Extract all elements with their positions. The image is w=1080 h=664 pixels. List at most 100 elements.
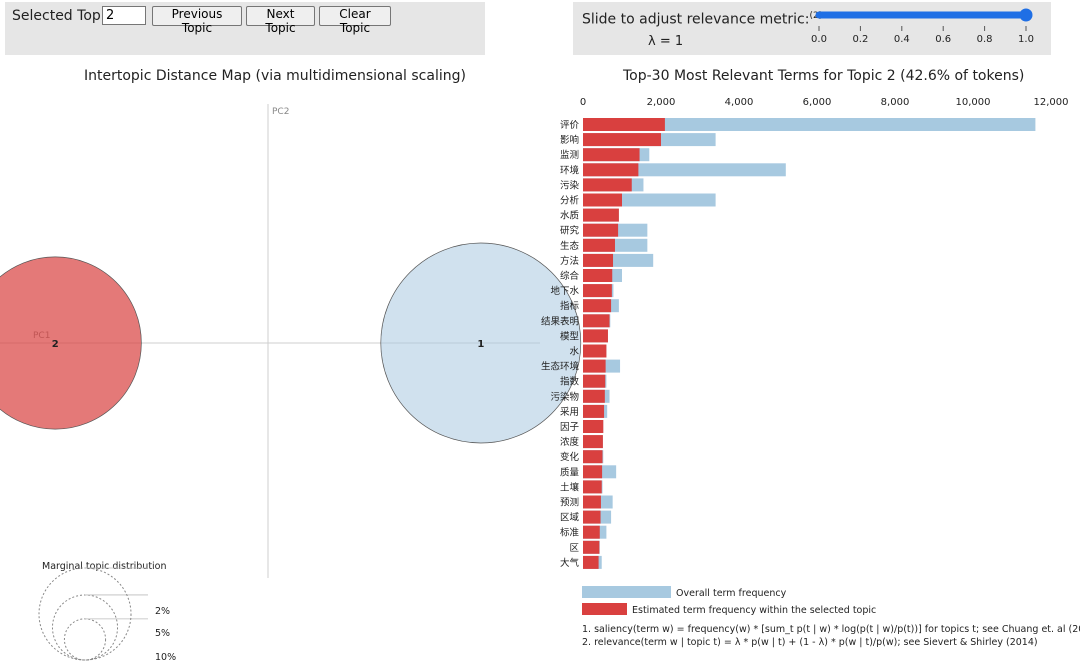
topic-circle-2[interactable]	[0, 256, 142, 430]
term-label[interactable]: 生态环境	[541, 361, 580, 373]
term-label[interactable]: 质量	[560, 466, 580, 478]
topic-control-panel: Selected Topic: Previous Topic Next Topi…	[5, 2, 485, 55]
term-label[interactable]: 分析	[560, 195, 580, 207]
bar-topic[interactable]	[583, 193, 622, 207]
bar-topic[interactable]	[583, 435, 603, 449]
marginal-circle	[51, 594, 119, 661]
x-tick-label: 6,000	[803, 97, 832, 108]
term-label[interactable]: 指标	[560, 300, 580, 312]
bar-topic[interactable]	[583, 525, 600, 539]
relevance-panel: Slide to adjust relevance metric:(2) λ =…	[573, 2, 1051, 55]
term-label[interactable]: 大气	[560, 557, 580, 569]
slider-tick-label: 0.0	[811, 34, 827, 45]
term-label[interactable]: 污染物	[550, 391, 579, 403]
topic-circle-1[interactable]	[380, 242, 582, 444]
lambda-value: λ = 1	[648, 34, 684, 49]
term-label[interactable]: 方法	[560, 255, 579, 267]
term-label[interactable]: 变化	[560, 451, 580, 463]
bar-topic[interactable]	[583, 450, 603, 464]
bar-topic[interactable]	[583, 148, 640, 162]
bar-topic[interactable]	[583, 495, 601, 509]
term-label[interactable]: 地下水	[550, 285, 579, 297]
term-label[interactable]: 指数	[560, 376, 580, 388]
bar-topic[interactable]	[583, 389, 605, 403]
bar-topic[interactable]	[583, 404, 605, 418]
x-tick-label: 2,000	[647, 97, 676, 108]
bar-topic[interactable]	[583, 329, 608, 343]
bar-topic[interactable]	[583, 269, 613, 282]
term-label[interactable]: 模型	[560, 330, 580, 342]
x-tick-label: 0	[580, 97, 586, 108]
bar-topic[interactable]	[583, 178, 632, 192]
term-label[interactable]: 生态	[560, 240, 580, 252]
term-label[interactable]: 综合	[560, 270, 580, 282]
bar-topic[interactable]	[583, 118, 665, 131]
marginal-circle	[63, 618, 107, 661]
clear-topic-button[interactable]: Clear Topic	[319, 6, 391, 35]
bar-topic[interactable]	[583, 510, 601, 524]
selected-topic-label: Selected Topic:	[12, 8, 118, 24]
marginal-circle	[38, 567, 132, 661]
bar-overall[interactable]	[583, 118, 1036, 131]
term-label[interactable]: 结果表明	[541, 315, 579, 327]
bar-topic[interactable]	[583, 540, 600, 554]
bar-topic[interactable]	[583, 208, 619, 222]
term-label[interactable]: 区域	[560, 512, 580, 524]
x-tick-label: 10,000	[956, 97, 991, 108]
slider-tick-label: 0.4	[894, 34, 910, 45]
legend-swatch-overall	[582, 586, 671, 598]
term-label[interactable]: 环境	[560, 164, 580, 176]
bar-topic[interactable]	[583, 359, 606, 373]
term-label[interactable]: 影响	[560, 134, 579, 146]
bar-topic[interactable]	[583, 465, 603, 479]
bar-chart-title: Top-30 Most Relevant Terms for Topic 2 (…	[623, 68, 1025, 84]
term-label[interactable]: 区	[569, 543, 579, 554]
pc2-label: PC2	[272, 107, 289, 117]
bar-topic[interactable]	[583, 284, 612, 298]
term-label[interactable]: 因子	[560, 422, 580, 433]
term-label[interactable]: 监测	[560, 149, 579, 161]
bar-topic[interactable]	[583, 344, 607, 358]
topic-label-1[interactable]: 1	[477, 339, 484, 350]
saliency-footnote: 1. saliency(term w) = frequency(w) * [su…	[582, 624, 1080, 635]
term-label[interactable]: 标准	[560, 527, 580, 539]
bar-topic[interactable]	[583, 163, 639, 177]
legend-label-topic: Estimated term frequency within the sele…	[632, 605, 876, 616]
next-topic-button[interactable]: Next Topic	[246, 6, 315, 35]
term-label[interactable]: 水	[569, 346, 579, 358]
relevance-slider-text: Slide to adjust relevance metric:	[582, 11, 810, 28]
term-label[interactable]: 浓度	[560, 436, 580, 448]
bar-topic[interactable]	[583, 480, 602, 494]
slider-tick-label: 0.8	[977, 34, 993, 45]
term-label[interactable]: 土壤	[560, 481, 580, 493]
bar-topic[interactable]	[583, 374, 606, 388]
term-label[interactable]: 污染	[560, 179, 580, 191]
slider-tick-label: 0.6	[935, 34, 951, 45]
mds-title: Intertopic Distance Map (via multidimens…	[84, 68, 466, 84]
marginal-legend-label: 5%	[155, 628, 170, 639]
bar-topic[interactable]	[583, 555, 599, 569]
selected-topic-input[interactable]	[102, 6, 146, 25]
bar-topic[interactable]	[583, 133, 661, 147]
term-label[interactable]: 研究	[560, 225, 580, 237]
slider-tick-label: 1.0	[1018, 34, 1034, 45]
term-label[interactable]: 评价	[560, 120, 580, 131]
topic-label-2[interactable]: 2	[52, 339, 59, 350]
term-label[interactable]: 采用	[560, 407, 579, 418]
bar-topic[interactable]	[583, 238, 615, 252]
marginal-legend-label: 2%	[155, 606, 170, 617]
bar-topic[interactable]	[583, 420, 604, 433]
bar-topic[interactable]	[583, 253, 614, 267]
legend-label-overall: Overall term frequency	[676, 588, 787, 599]
term-label[interactable]: 水质	[560, 210, 580, 222]
previous-topic-button[interactable]: Previous Topic	[152, 6, 242, 35]
bar-topic[interactable]	[583, 223, 619, 237]
term-label[interactable]: 预测	[560, 498, 579, 509]
marginal-legend-label: 10%	[155, 652, 176, 663]
relevance-slider[interactable]: 0.0 0.2 0.4 0.6 0.8 1.0	[808, 2, 1048, 55]
bar-topic[interactable]	[583, 299, 612, 313]
bar-topic[interactable]	[583, 314, 610, 328]
marginal-title: Marginal topic distribution	[42, 561, 167, 572]
slider-handle[interactable]	[1019, 8, 1033, 22]
